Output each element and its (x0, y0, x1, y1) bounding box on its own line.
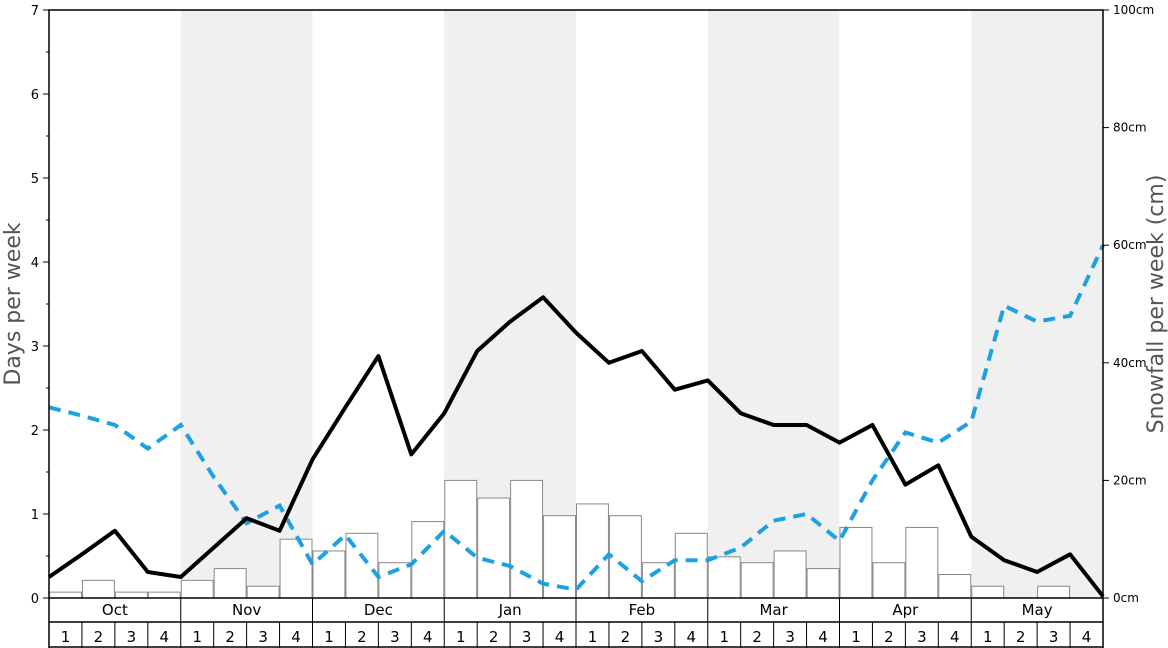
month-label: Nov (232, 601, 261, 619)
week-label: 2 (94, 628, 104, 646)
week-label: 3 (785, 628, 795, 646)
week-label: 2 (225, 628, 235, 646)
week-label: 3 (654, 628, 664, 646)
snowfall-bars (49, 479, 1071, 599)
week-label: 4 (555, 628, 565, 646)
week-label: 1 (588, 628, 598, 646)
snowfall-bar (477, 497, 511, 599)
week-label: 4 (950, 628, 960, 646)
snowfall-bar (510, 479, 544, 599)
left-tick-label: 6 (31, 88, 39, 103)
week-label: 2 (357, 628, 367, 646)
right-tick-label: 20cm (1113, 473, 1147, 487)
left-tick-label: 3 (31, 340, 39, 355)
snowfall-bar (378, 562, 412, 599)
right-axis-title: Snowfall per week (cm) (1144, 175, 1168, 434)
snowfall-bar (444, 479, 478, 599)
snowfall-bar (872, 562, 906, 599)
week-label: 1 (851, 628, 861, 646)
snowfall-bar (740, 562, 774, 599)
snowfall-bar (246, 585, 280, 599)
right-tick-label: 100cm (1113, 3, 1154, 17)
week-label: 4 (291, 628, 301, 646)
week-label: 1 (192, 628, 202, 646)
right-tick-label: 80cm (1113, 121, 1147, 135)
week-label: 3 (127, 628, 137, 646)
snowfall-bar (641, 562, 675, 599)
month-label: Apr (892, 601, 919, 619)
month-shade-nov (180, 10, 313, 598)
snowfall-bar (839, 526, 873, 599)
snowfall-bar (707, 556, 741, 599)
snowfall-bar (49, 591, 82, 599)
right-tick-label: 40cm (1113, 356, 1147, 370)
week-label: 4 (160, 628, 170, 646)
week-label: 1 (61, 628, 71, 646)
left-axis-title: Days per week (1, 222, 26, 385)
snowfall-bar (1037, 585, 1071, 599)
right-axis: 0cm 20cm 40cm 60cm 80cm 100cm (1103, 3, 1154, 605)
month-shading (180, 10, 1103, 598)
week-label: 1 (456, 628, 466, 646)
snowfall-bar (806, 568, 840, 599)
week-label: 3 (917, 628, 927, 646)
left-tick-label: 1 (31, 508, 39, 523)
week-label: 1 (983, 628, 993, 646)
month-shade-may (971, 10, 1103, 598)
x-axis: Oct 1 2 3 4 Nov 1 2 3 4 Dec 1 2 3 4 Jan 1 2 3 4 Feb 1 2 3 4 Mar 1 2… (48, 598, 1104, 648)
snowfall-bar (81, 579, 115, 599)
week-label: 4 (818, 628, 828, 646)
week-label: 3 (522, 628, 532, 646)
week-label: 2 (1016, 628, 1026, 646)
week-label: 2 (621, 628, 631, 646)
snowfall-bar (905, 526, 939, 599)
week-label: 4 (1082, 628, 1092, 646)
right-tick-label: 0cm (1113, 591, 1139, 605)
left-tick-label: 7 (31, 4, 39, 19)
week-label: 2 (884, 628, 894, 646)
week-label: 3 (1049, 628, 1059, 646)
month-label: Jan (498, 601, 522, 619)
snowfall-bar (180, 579, 214, 599)
week-label: 1 (719, 628, 729, 646)
month-label: Feb (629, 601, 656, 619)
snowfall-bar (279, 538, 313, 599)
week-label: 3 (258, 628, 268, 646)
week-label: 3 (390, 628, 400, 646)
snowfall-bar (971, 585, 1005, 599)
left-axis: 0 1 2 3 4 5 6 7 (31, 4, 49, 607)
snowfall-bar (674, 532, 708, 599)
snowfall-bar (147, 591, 181, 599)
left-tick-label: 5 (31, 172, 39, 187)
snowfall-bar (213, 568, 247, 599)
month-label: May (1022, 601, 1053, 619)
month-shade-mar (707, 10, 840, 598)
series-line-solid (47, 295, 1105, 598)
right-tick-label: 60cm (1113, 238, 1147, 252)
series-line-dashed (48, 244, 1105, 592)
week-label: 1 (324, 628, 334, 646)
week-label: 2 (752, 628, 762, 646)
snowfall-bar (114, 591, 148, 599)
left-tick-label: 0 (31, 592, 39, 607)
snowfall-bar (938, 573, 972, 599)
left-tick-label: 4 (31, 256, 39, 271)
week-label: 2 (489, 628, 499, 646)
month-label: Dec (364, 601, 393, 619)
week-label: 4 (423, 628, 433, 646)
month-label: Oct (102, 601, 128, 619)
left-tick-label: 2 (31, 424, 39, 439)
week-label: 4 (687, 628, 697, 646)
snowfall-bar (773, 550, 807, 599)
month-label: Mar (759, 601, 788, 619)
snowfall-bar (608, 515, 642, 599)
